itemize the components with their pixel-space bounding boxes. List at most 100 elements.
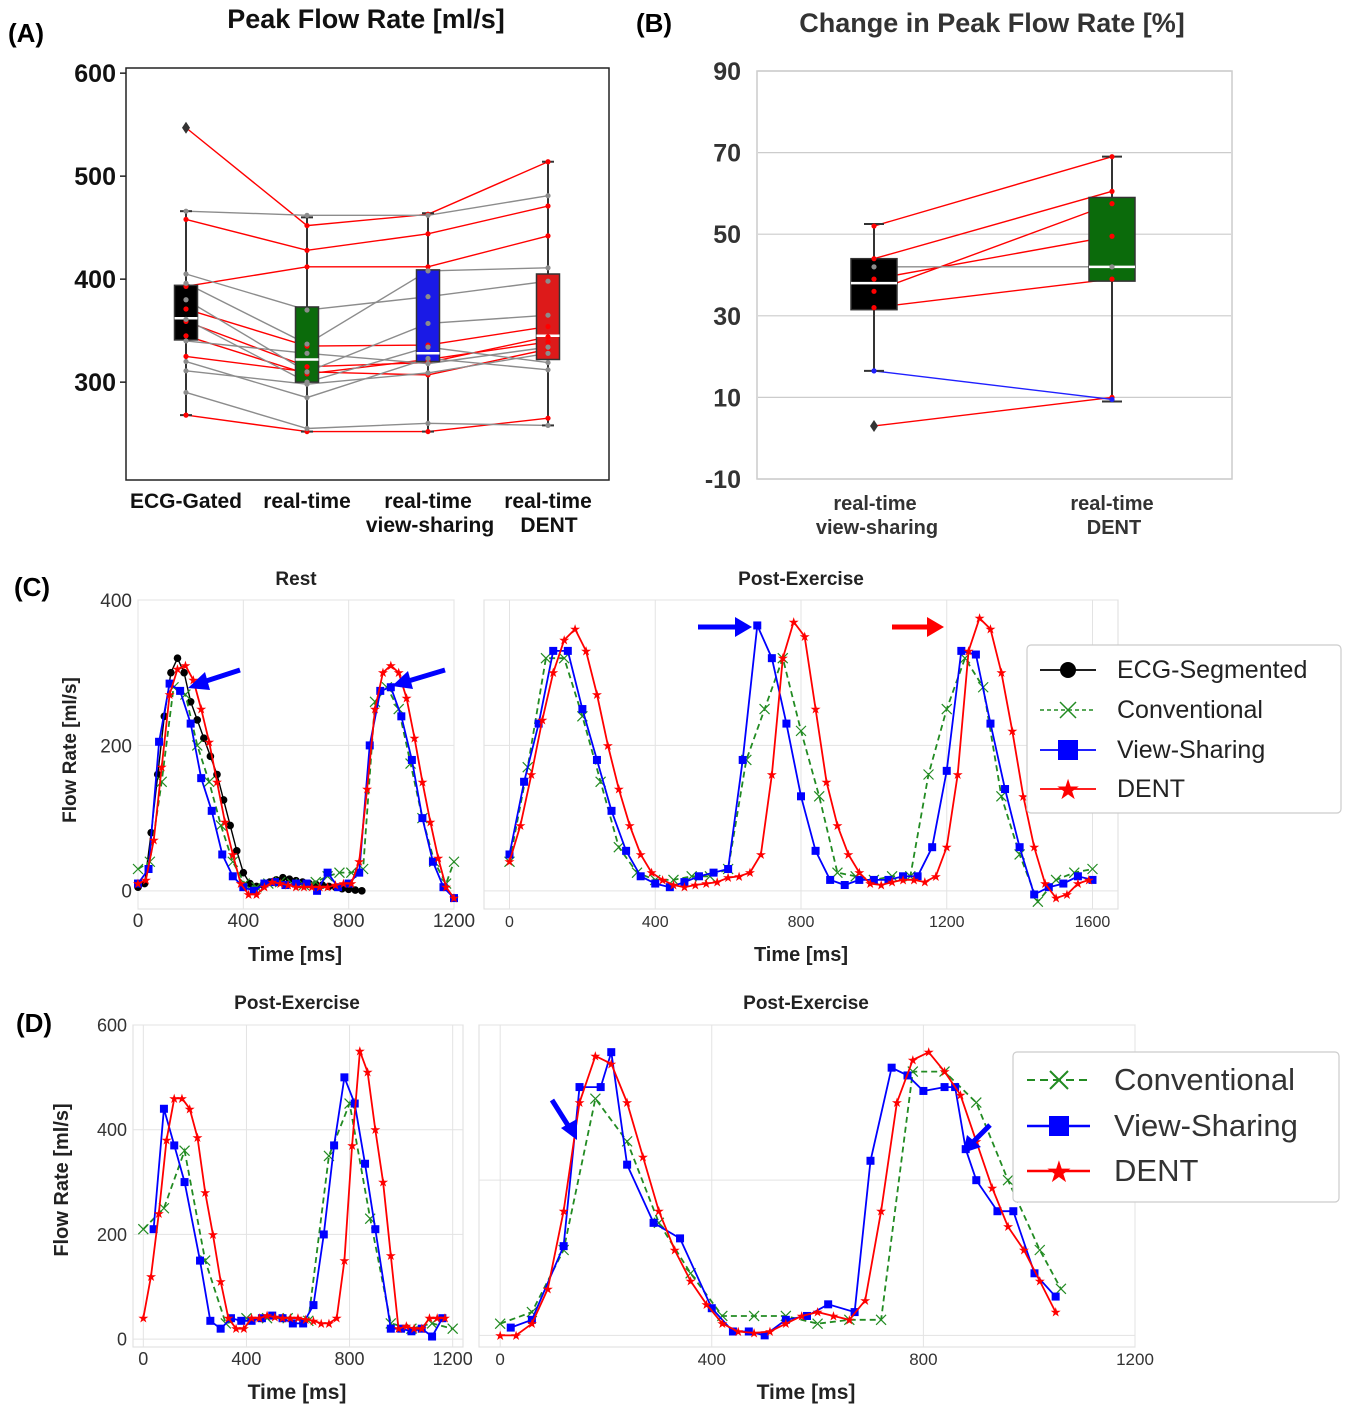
dent-point: ★: [1061, 888, 1073, 903]
dent-point: ★: [274, 877, 286, 892]
x-tick-label: 800: [333, 911, 365, 932]
conventional-point: [1034, 1244, 1046, 1256]
view-sharing-point: [607, 806, 616, 815]
view-sharing-point: [884, 875, 893, 884]
subject-point: [183, 216, 189, 223]
dent-point: ★: [227, 848, 239, 863]
dent-point: ★: [145, 1270, 157, 1285]
box: [173, 284, 199, 341]
panel-c-left-xlabel: Time [ms]: [248, 944, 342, 966]
ecg-point: [351, 886, 360, 894]
view-sharing-point: [797, 792, 805, 801]
subject-point: [545, 359, 551, 366]
view-sharing-point: [319, 1230, 328, 1239]
view-sharing-point: [549, 646, 558, 655]
dent-point: ★: [354, 1045, 366, 1060]
dent-point: ★: [330, 879, 342, 894]
dent-point: ★: [526, 1317, 538, 1332]
view-sharing-point: [563, 646, 572, 655]
view-sharing-point: [899, 872, 908, 881]
view-sharing-point: [636, 872, 645, 881]
dent-point: ★: [996, 666, 1008, 681]
dent-point: ★: [701, 1298, 713, 1313]
subject-point: [545, 339, 551, 345]
dent-point: ★: [284, 1312, 296, 1327]
ecg-point: [279, 873, 287, 882]
dent-point: ★: [432, 852, 444, 867]
dent-point: ★: [431, 1312, 443, 1327]
view-sharing-point: [340, 1073, 349, 1082]
dent-point: ★: [974, 612, 986, 627]
x-tick-label: 1600: [1075, 914, 1111, 931]
legend-d-vs-label: View-Sharing: [1114, 1108, 1298, 1143]
conventional-point: [1055, 1283, 1067, 1295]
series-line: [142, 1100, 453, 1330]
dent-point: ★: [602, 739, 614, 754]
dent-point: ★: [377, 666, 389, 681]
subject-point: [1109, 233, 1115, 239]
dent-point: ★: [621, 1096, 633, 1111]
view-sharing-point: [724, 865, 733, 874]
subject-line: [185, 195, 549, 216]
dent-point: ★: [259, 881, 271, 896]
panel-c-right-plot: 0 400 800 1200 1600★★★★★★★★★★★★★★ ★ ★ ★ ★ ★ ★ ★ ★ ★★★…: [484, 599, 1118, 931]
y-tick-label: -10: [705, 466, 741, 494]
dent-point: ★: [300, 1313, 312, 1328]
dent-point: ★: [930, 870, 942, 885]
dent-point: ★: [1050, 892, 1062, 907]
subject-point: [425, 428, 431, 435]
dent-point: ★: [653, 1205, 665, 1220]
dent-point: ★: [799, 630, 811, 645]
dent-point: ★: [812, 1306, 824, 1321]
series-line: [142, 1050, 445, 1330]
dent-point: ★: [308, 1314, 320, 1329]
conventional-point: [310, 876, 322, 888]
dent-point: ★: [369, 703, 381, 718]
dent-point: ★: [657, 873, 669, 888]
subject-point: [304, 247, 310, 253]
legend-c-dent-label: DENT: [1117, 775, 1185, 803]
subject-point: [545, 415, 551, 421]
dent-point: ★: [292, 1312, 304, 1327]
dent-point: ★: [985, 623, 997, 638]
dent-point: ★: [690, 879, 702, 894]
dent-point: ★: [853, 866, 865, 881]
dent-point: ★: [685, 1275, 697, 1290]
subject-point: [545, 422, 551, 429]
panel-c-left-plot: 0 400 800 12000200400★★★★★★★★★★★★★★★★★★★★★★…: [100, 591, 475, 932]
dent-point: ★: [679, 881, 691, 896]
dent-point: ★: [591, 688, 603, 703]
subject-point: [183, 208, 189, 214]
subject-point: [871, 305, 877, 311]
view-sharing-point: [1009, 1207, 1018, 1216]
subject-point: [304, 381, 310, 387]
legend-d-vs-marker: [1049, 1116, 1069, 1136]
subject-point: [183, 297, 189, 303]
dent-point: ★: [269, 1311, 281, 1326]
dent-point: ★: [864, 877, 876, 892]
subject-point: [545, 344, 551, 350]
y-tick-label: 600: [74, 60, 116, 88]
conventional-point: [447, 1323, 459, 1335]
view-sharing-point: [149, 1225, 158, 1234]
view-sharing-point: [1001, 785, 1010, 794]
view-sharing-point: [520, 777, 529, 786]
ecg-point: [186, 697, 195, 706]
view-sharing-point: [1030, 890, 1039, 899]
subject-point: [425, 264, 431, 270]
subject-point: [183, 280, 189, 286]
panel-b-frame: [756, 70, 1233, 480]
dent-point: ★: [744, 866, 756, 881]
subject-point: [425, 268, 431, 274]
subject-point: [545, 159, 551, 165]
x-tick-label: 0: [138, 1349, 148, 1369]
ecg-point: [226, 821, 234, 830]
dent-point: ★: [547, 666, 559, 681]
view-sharing-point: [197, 774, 206, 783]
dent-point: ★: [448, 892, 460, 907]
subject-line: [185, 205, 549, 252]
dent-point: ★: [180, 659, 192, 674]
view-sharing-point: [527, 1315, 536, 1324]
arrow-c-post-red: [892, 617, 944, 637]
view-sharing-point: [418, 814, 427, 823]
